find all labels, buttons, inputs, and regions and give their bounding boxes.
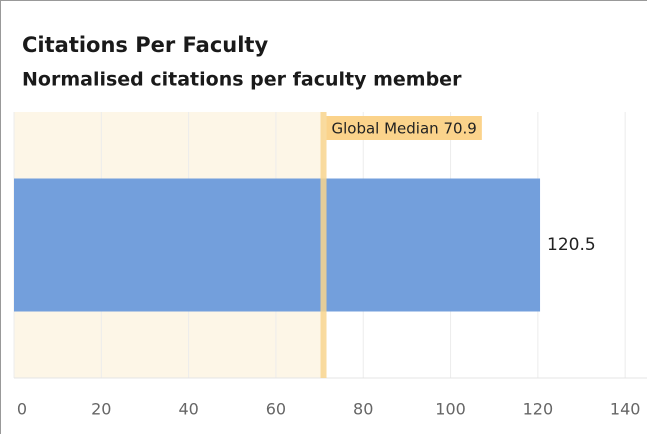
x-tick-label: 120 <box>523 400 554 419</box>
x-tick-label: 20 <box>91 400 111 419</box>
median-line <box>320 112 327 378</box>
median-label: Global Median 70.9 <box>332 120 477 138</box>
median-label-bg <box>326 116 482 140</box>
chart-subtitle: Normalised citations per faculty member <box>22 69 462 91</box>
value-label: 120.5 <box>547 235 596 255</box>
x-tick-label: 40 <box>178 400 198 419</box>
bar <box>14 178 541 312</box>
x-tick-label: 100 <box>435 400 466 419</box>
x-tick-label: 80 <box>353 400 373 419</box>
x-tick-label: 0 <box>17 400 27 419</box>
x-tick-label: 60 <box>266 400 286 419</box>
x-tick-label: 140 <box>610 400 641 419</box>
chart-title: Citations Per Faculty <box>22 33 268 57</box>
